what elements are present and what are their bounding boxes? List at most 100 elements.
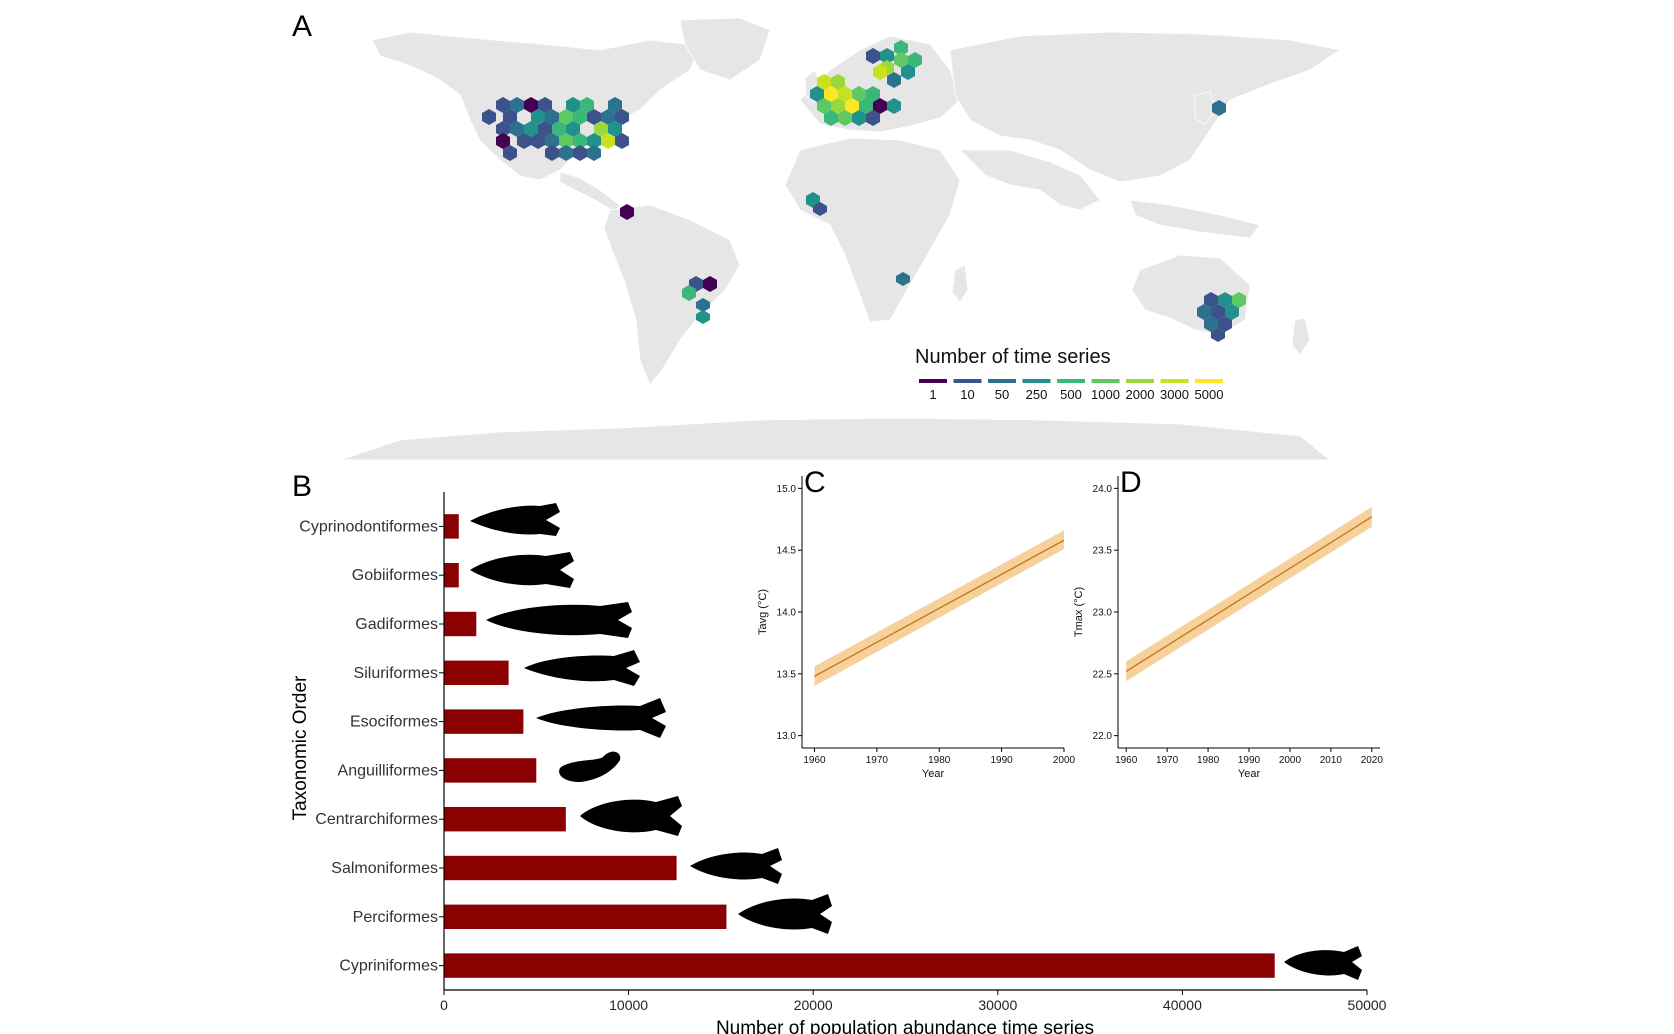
fish-silhouette-icon	[524, 650, 640, 686]
panel-letter-d: D	[1120, 466, 1142, 499]
hexbin-cell	[587, 133, 601, 149]
hexbin-cell	[831, 98, 845, 114]
hexbin-cell	[838, 110, 852, 126]
hexbin-cell	[545, 133, 559, 149]
hex-cluster-central-america	[620, 204, 634, 220]
hexbin-cell	[894, 40, 908, 56]
category-label: Siluriformes	[354, 665, 438, 682]
hexbin-cell	[873, 64, 887, 80]
hex-cluster-west-africa	[806, 192, 827, 216]
y-axis-title: Tmax (°C)	[1073, 587, 1085, 637]
fish-silhouette-icon	[486, 602, 632, 638]
legend-items: 1 10 50 250 500 1000 2000 3000 5000	[919, 379, 1223, 402]
y-tick-label: 13.0	[777, 731, 797, 742]
panel-d-plot: 1960 1970 1980 1990 2000 2010 2020 22.0 22.5 23.0…	[1073, 476, 1383, 780]
y-tick-label: 23.5	[1093, 546, 1113, 557]
hex-cluster-australia	[1197, 292, 1246, 342]
legend-label: 10	[960, 387, 974, 402]
legend-swatch	[1091, 379, 1120, 383]
x-tick-label: 1980	[1197, 755, 1220, 766]
bar	[444, 953, 1275, 978]
hexbin-cell	[824, 110, 838, 126]
y-tick-label: 14.0	[777, 608, 797, 619]
panel-a-map: A	[292, 10, 1342, 461]
hexbin-cell	[696, 298, 710, 312]
hexbin-cell	[538, 121, 552, 137]
hexbin-cell	[703, 276, 717, 292]
bar	[444, 709, 524, 734]
landmass-southeast-asia	[1129, 199, 1261, 239]
landmass-japan	[1194, 91, 1216, 126]
landmass-antarctica	[339, 417, 1332, 461]
panel-c-plot: 1960 1970 1980 1990 2000 13.0 13.5 14.0 14.5 15.0…	[757, 476, 1076, 780]
hexbin-cell	[810, 86, 824, 102]
hexbin-cell	[545, 145, 559, 161]
x-tick-label: 2000	[1279, 755, 1302, 766]
hexbin-cell	[587, 109, 601, 125]
legend-label: 2000	[1126, 387, 1155, 402]
hexbin-cell	[1197, 304, 1211, 320]
x-axis-ticks: 0 10000 20000 30000 40000 50000	[440, 990, 1387, 1013]
y-tick-label: 14.5	[777, 546, 797, 557]
x-axis-title: Year	[1238, 768, 1261, 780]
hexbin-cell	[873, 98, 887, 114]
hexbin-cell	[813, 202, 827, 216]
hexbin-cell	[601, 133, 615, 149]
y-tick-label: 15.0	[777, 484, 797, 495]
panel-d-line-chart: D 1960 1970 1980 1990 2000 2010 2020 22.0 22.5 23…	[1073, 466, 1383, 780]
hexbin-cell	[573, 145, 587, 161]
y-tick-label: 22.5	[1093, 669, 1113, 680]
hexbin-cell	[831, 74, 845, 90]
legend-swatch	[919, 379, 947, 383]
panel-c-line-chart: C 1960 1970 1980 1990 2000 13.0 13.5 14.0 14.5 15…	[757, 466, 1076, 780]
x-tick-label: 1990	[1238, 755, 1261, 766]
hex-cluster-europe	[810, 40, 922, 126]
hexbin-cell	[608, 121, 622, 137]
hexbin-cell	[859, 98, 873, 114]
category-label: Gadiformes	[355, 616, 438, 633]
bar	[444, 855, 677, 881]
hexbin-cell	[866, 86, 880, 102]
panel-letter-c: C	[804, 466, 826, 499]
x-tick-label: 10000	[609, 997, 648, 1013]
hexbin-cell	[887, 72, 901, 88]
hexbin-cell	[559, 109, 573, 125]
legend-label: 1	[929, 387, 936, 402]
bar	[444, 563, 459, 588]
hexbin-cell	[531, 109, 545, 125]
hexbin-cell	[1218, 316, 1232, 332]
fish-silhouettes	[470, 503, 1362, 980]
hexbin-cell	[1204, 316, 1218, 332]
panel-letter-b: B	[292, 470, 312, 503]
bar	[444, 514, 459, 539]
bar	[444, 660, 509, 685]
hexbin-cell	[1211, 304, 1225, 320]
hexbin-cell	[538, 97, 552, 113]
legend-swatch	[1195, 379, 1223, 383]
hexbin-cell	[573, 109, 587, 125]
hexbin-cell	[887, 98, 901, 114]
legend-label: 500	[1060, 387, 1082, 402]
landmass-asia	[949, 31, 1342, 183]
panel-b-bar-chart: B 0 10000 20000 30000 40000 50000 Cyprinodont…	[290, 470, 1387, 1034]
hexbin-cell	[1211, 328, 1225, 342]
hexbin-cell	[559, 133, 573, 149]
x-tick-label: 1970	[866, 755, 889, 766]
hexbin-cell	[852, 86, 866, 102]
bar	[444, 758, 537, 783]
hexbin-cell	[496, 133, 510, 149]
world-map	[339, 17, 1342, 461]
legend-swatch	[953, 379, 982, 383]
hexbin-cell	[608, 97, 622, 113]
x-tick-label: 0	[440, 997, 448, 1013]
hexbin-cell	[817, 98, 831, 114]
hexbin-cell	[615, 109, 629, 125]
hexbin-cell	[1218, 292, 1232, 308]
legend-swatch	[988, 379, 1016, 383]
category-label: Cyprinodontiformes	[299, 518, 438, 535]
hexbin-cell	[866, 48, 880, 64]
hexbin-cell	[880, 48, 894, 64]
y-tick-label: 24.0	[1093, 484, 1113, 495]
hexbin-cell	[896, 272, 910, 286]
